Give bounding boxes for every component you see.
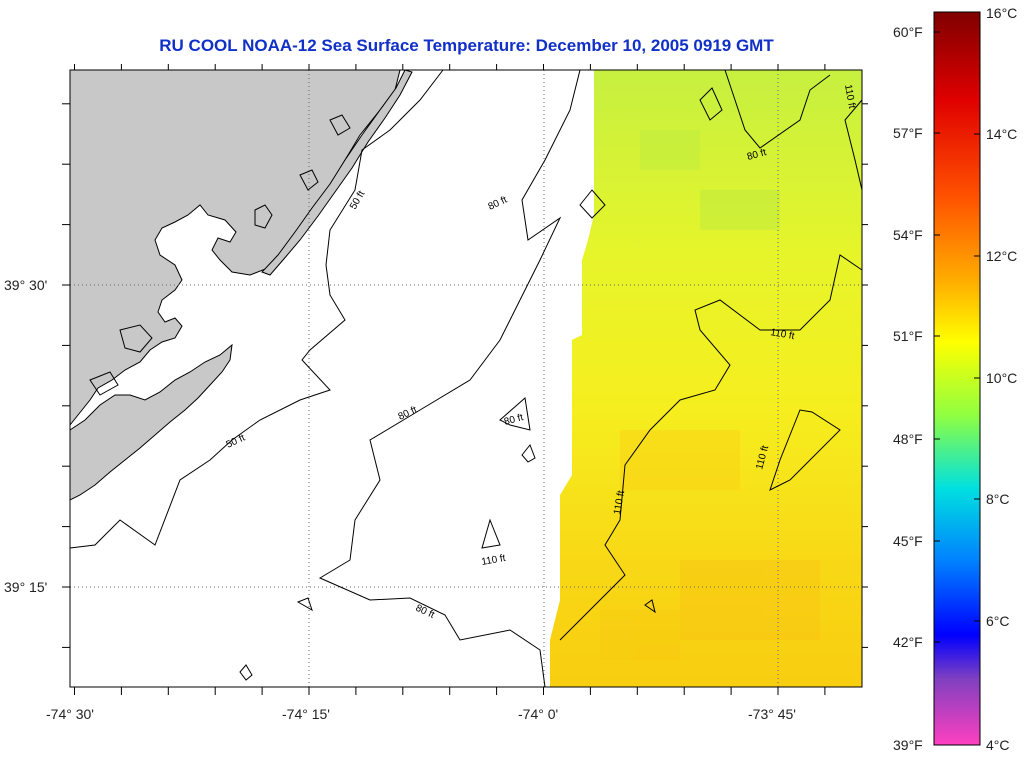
lat-label-3915: 39° 15' — [4, 579, 47, 595]
sst-blocks — [600, 130, 820, 660]
map-frame — [69, 69, 863, 688]
cb-f-51: 51°F — [893, 328, 923, 344]
sst-swath — [550, 70, 862, 687]
lon-label-7415: -74° 15' — [282, 706, 330, 722]
cb-c-4: 4°C — [986, 737, 1010, 753]
colorbar-fahrenheit-labels: 60°F 57°F 54°F 51°F 48°F 45°F 42°F 39°F — [893, 24, 923, 753]
cb-c-12: 12°C — [986, 248, 1017, 264]
lon-label-7430: -74° 30' — [46, 706, 94, 722]
contour-label-110-b: 110 ft — [769, 327, 795, 342]
axis-ticks — [62, 64, 868, 695]
land-south — [69, 343, 233, 501]
colorbar — [933, 11, 981, 746]
barrier-island-north — [261, 69, 413, 276]
cb-f-48: 48°F — [893, 431, 923, 447]
contour-label-80-e: 80 ft — [746, 147, 768, 163]
coastline-detail — [89, 114, 351, 396]
cb-c-8: 8°C — [986, 491, 1010, 507]
cb-c-14: 14°C — [986, 126, 1017, 142]
cb-f-57: 57°F — [893, 125, 923, 141]
cb-c-10: 10°C — [986, 370, 1017, 386]
lon-label-7400: -74° 0' — [518, 706, 558, 722]
contours-80ft — [318, 69, 831, 688]
colorbar-celsius-labels: 16°C 14°C 12°C 10°C 8°C 6°C 4°C — [986, 5, 1017, 753]
contour-label-110-a: 110 ft — [842, 84, 857, 110]
cb-f-39: 39°F — [893, 737, 923, 753]
lon-label-7345: -73° 45' — [748, 706, 796, 722]
contour-label-80-c: 80 ft — [503, 412, 525, 428]
contours-50ft — [69, 69, 444, 549]
cb-f-42: 42°F — [893, 634, 923, 650]
cb-f-45: 45°F — [893, 533, 923, 549]
map-title: RU COOL NOAA-12 Sea Surface Temperature:… — [159, 36, 774, 55]
lat-label-3930: 39° 30' — [4, 277, 47, 293]
contours-110ft — [239, 99, 863, 681]
cb-f-60: 60°F — [893, 24, 923, 40]
contour-label-110-d: 110 ft — [612, 489, 627, 515]
cb-c-6: 6°C — [986, 613, 1010, 629]
colorbar-ticks — [934, 11, 980, 746]
cb-c-16: 16°C — [986, 5, 1017, 21]
cb-f-54: 54°F — [893, 227, 923, 243]
contour-label-110-e: 110 ft — [481, 553, 507, 568]
graticule — [70, 70, 862, 687]
